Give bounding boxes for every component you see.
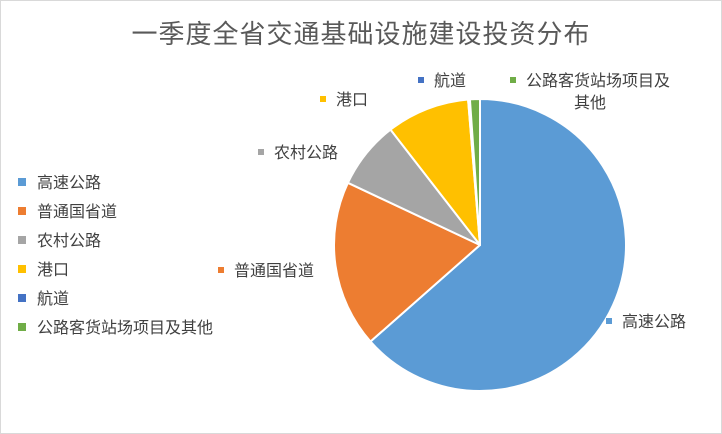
legend-label: 高速公路 <box>37 173 102 192</box>
legend-item: 农村公路 <box>18 231 213 260</box>
legend-item: 航道 <box>18 289 213 318</box>
legend-swatch <box>18 323 26 331</box>
data-label: 普通国省道 <box>218 260 314 282</box>
data-label-text: 普通国省道 <box>234 261 315 280</box>
legend-label: 公路客货站场项目及其他 <box>37 318 214 337</box>
legend-label: 港口 <box>37 260 70 279</box>
data-label: 航道 <box>418 70 466 92</box>
data-label-text: 港口 <box>336 90 369 109</box>
data-label-marker <box>258 149 264 155</box>
legend-label: 航道 <box>37 289 70 308</box>
data-label-marker <box>218 267 224 273</box>
data-label-text: 公路客货站场项目及其他 <box>526 71 671 112</box>
legend-swatch <box>18 236 26 244</box>
data-label: 港口 <box>320 89 368 111</box>
legend-label: 农村公路 <box>37 231 102 250</box>
data-label-text: 农村公路 <box>274 143 339 162</box>
legend-swatch <box>18 265 26 273</box>
data-label-marker <box>418 77 424 83</box>
pie-slice <box>468 98 481 246</box>
pie-slice <box>369 98 627 392</box>
legend-item: 高速公路 <box>18 173 213 202</box>
data-label-text: 高速公路 <box>622 312 687 331</box>
legend-swatch <box>18 207 26 215</box>
legend-swatch <box>18 178 26 186</box>
data-label-marker <box>510 77 516 83</box>
pie-slice <box>333 181 481 343</box>
data-label: 高速公路 <box>606 311 686 333</box>
legend-label: 普通国省道 <box>37 202 118 221</box>
legend-swatch <box>18 294 26 302</box>
legend-item: 港口 <box>18 260 213 289</box>
chart-title: 一季度全省交通基础设施建设投资分布 <box>131 20 591 50</box>
legend: 高速公路 普通国省道 农村公路 港口 航道 公路客货站场项目及其他 <box>18 173 213 347</box>
pie-slice <box>389 98 481 246</box>
legend-item: 普通国省道 <box>18 202 213 231</box>
legend-item: 公路客货站场项目及其他 <box>18 318 213 347</box>
data-label-marker <box>606 318 612 324</box>
data-label-marker <box>320 96 326 102</box>
data-label: 公路客货站场项目及其他 <box>510 70 670 114</box>
data-label-text: 航道 <box>434 71 467 90</box>
data-label: 农村公路 <box>258 142 338 164</box>
